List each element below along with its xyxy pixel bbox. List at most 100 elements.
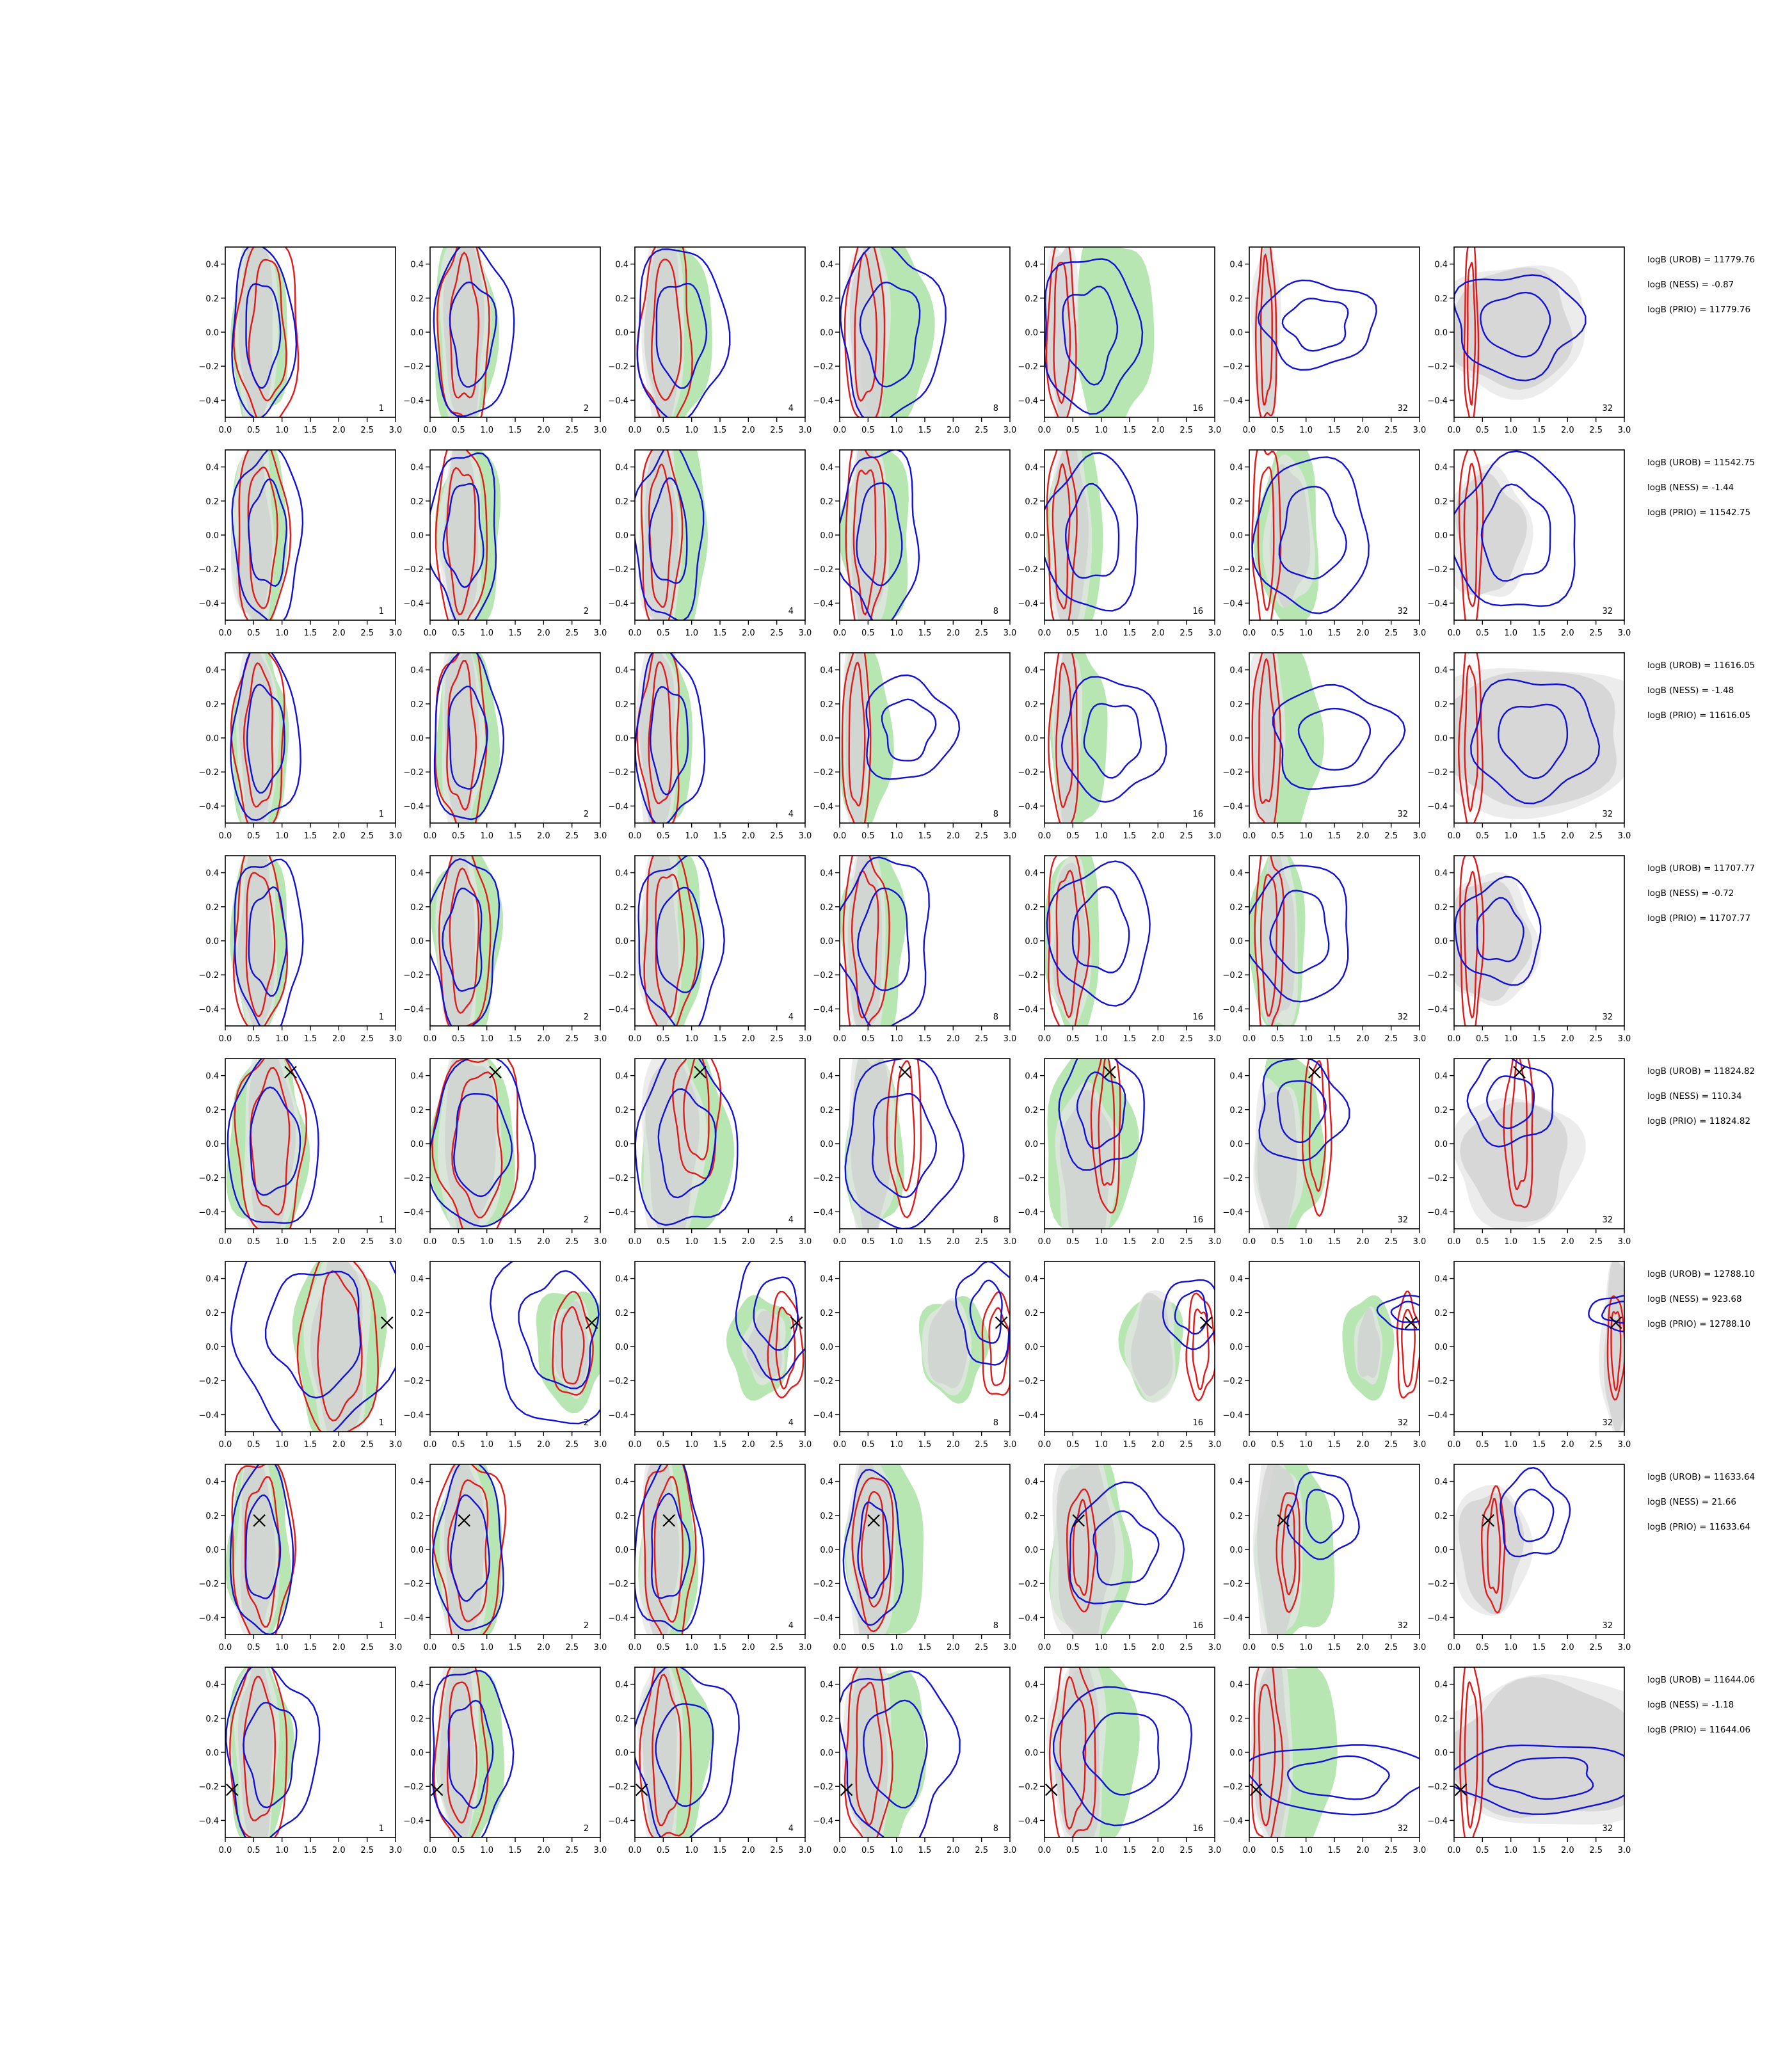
- blue-contour-outer: [840, 856, 930, 1026]
- red-contour-outer: [433, 1667, 489, 1837]
- y-tick-label: −0.2: [1222, 971, 1243, 980]
- x-tick-label: 0.5: [861, 1034, 875, 1044]
- y-tick-label: 0.4: [615, 463, 628, 473]
- x-tick-label: 2.0: [742, 831, 755, 841]
- x-tick-label: 1.0: [1504, 1237, 1517, 1247]
- x-tick-label: 3.0: [389, 1440, 403, 1450]
- y-tick-label: 0.4: [1434, 1681, 1448, 1690]
- y-tick-label: 0.2: [410, 903, 424, 913]
- y-tick-label: 0.2: [1434, 903, 1448, 913]
- y-tick-label: 0.0: [615, 531, 628, 541]
- red-contour-inner: [1257, 466, 1275, 611]
- truth-marker: [1404, 1316, 1418, 1329]
- blue-contour-outer: [1466, 1059, 1554, 1148]
- blue-contour-inner: [650, 686, 689, 796]
- y-tick-label: 0.0: [205, 1546, 219, 1555]
- y-tick-label: 0.0: [410, 1343, 424, 1352]
- panel-label: 2: [584, 607, 589, 616]
- x-tick-label: 2.0: [947, 1440, 960, 1450]
- x-tick-label: 2.0: [1561, 1440, 1574, 1450]
- panel-label: 32: [1397, 404, 1408, 413]
- blue-contour-outer: [1251, 456, 1370, 614]
- x-tick-label: 2.0: [1561, 1643, 1574, 1652]
- gray-region-inner: [1455, 472, 1528, 596]
- x-tick-label: 0.0: [1243, 1643, 1256, 1652]
- x-tick-label: 2.0: [1561, 1237, 1574, 1247]
- y-tick-label: 0.4: [1025, 1478, 1038, 1487]
- blue-contour-inner: [648, 477, 688, 584]
- x-tick-label: 2.5: [360, 1440, 374, 1450]
- x-tick-label: 1.5: [918, 628, 932, 638]
- gray-region-inner: [639, 653, 675, 823]
- x-tick-label: 2.0: [947, 1237, 960, 1247]
- y-tick-label: 0.0: [410, 1748, 424, 1758]
- x-tick-label: 1.5: [304, 831, 317, 841]
- subplot-r4-c7: 0.0 0.5 1.0 1.5 2.0 2.5 3.0 −0.4 −0.2 0.0 0.2 0.4 32: [1427, 855, 1631, 1044]
- y-tick-label: 0.2: [615, 1309, 628, 1318]
- x-tick-label: 1.5: [1123, 628, 1137, 638]
- y-tick-label: 0.0: [1025, 1343, 1038, 1352]
- x-tick-label: 0.0: [628, 1846, 642, 1855]
- x-tick-label: 2.5: [770, 1440, 783, 1450]
- y-tick-label: 0.2: [615, 1512, 628, 1521]
- y-tick-label: 0.2: [205, 1309, 219, 1318]
- plot-area: [1044, 247, 1155, 417]
- x-tick-label: 3.0: [594, 1034, 607, 1044]
- logb-annotation: logB (PRIO) = 11542.75: [1647, 508, 1750, 518]
- truth-marker: [694, 1066, 707, 1079]
- y-tick-label: −0.2: [608, 1377, 628, 1386]
- red-contour-outer: [1046, 450, 1078, 620]
- panel-label: 2: [584, 1824, 589, 1834]
- y-tick-label: 0.4: [1229, 666, 1243, 676]
- subplot-r7-c7: 0.0 0.5 1.0 1.5 2.0 2.5 3.0 −0.4 −0.2 0.0 0.2 0.4 32: [1427, 1464, 1631, 1652]
- blue-contour-outer: [1046, 860, 1151, 1007]
- y-tick-label: −0.2: [813, 971, 833, 980]
- gray-region-inner: [642, 1667, 677, 1837]
- red-contour-outer: [672, 1059, 722, 1180]
- blue-contour-inner: [449, 1494, 490, 1602]
- blue-contour-outer: [1162, 1279, 1215, 1350]
- blue-contour-outer: [635, 450, 705, 620]
- blue-contour-inner: [1498, 703, 1569, 780]
- blue-contour-outer: [229, 1464, 294, 1635]
- y-tick-label: −0.2: [403, 1782, 424, 1792]
- y-tick-label: 0.4: [205, 869, 219, 879]
- x-tick-label: 2.0: [742, 1440, 755, 1450]
- x-tick-label: 3.0: [1004, 628, 1017, 638]
- x-tick-label: 0.5: [1476, 628, 1489, 638]
- subplot-r4-c1: 0.0 0.5 1.0 1.5 2.0 2.5 3.0 −0.4 −0.2 0.0 0.2 0.4 1: [198, 855, 402, 1044]
- x-tick-label: 0.5: [452, 1440, 465, 1450]
- red-contour-inner: [1401, 1308, 1416, 1388]
- y-tick-label: 0.0: [820, 1343, 833, 1352]
- y-tick-label: 0.4: [1229, 1681, 1243, 1690]
- x-tick-label: 0.0: [833, 426, 847, 435]
- plot-area: [1454, 450, 1576, 620]
- gray-region-inner: [1454, 267, 1573, 390]
- y-tick-label: −0.4: [813, 802, 833, 812]
- red-contour-inner: [1486, 1498, 1501, 1594]
- y-tick-label: −0.4: [813, 1411, 833, 1420]
- x-tick-label: 0.0: [833, 1034, 847, 1044]
- subplot-r4-c2: 0.0 0.5 1.0 1.5 2.0 2.5 3.0 −0.4 −0.2 0.0 0.2 0.4 2: [403, 855, 607, 1044]
- plot-area: [844, 1059, 965, 1229]
- red-contour-outer: [1251, 1667, 1284, 1837]
- y-tick-label: 0.2: [1434, 700, 1448, 710]
- x-tick-label: 3.0: [594, 1440, 607, 1450]
- subplot-r6-c1: 0.0 0.5 1.0 1.5 2.0 2.5 3.0 −0.4 −0.2 0.0 0.2 0.4 1: [198, 1261, 403, 1450]
- x-tick-label: 0.0: [219, 628, 232, 638]
- x-tick-label: 1.0: [1094, 1237, 1108, 1247]
- red-contour-inner: [446, 467, 476, 616]
- subplot-r7-c3: 0.0 0.5 1.0 1.5 2.0 2.5 3.0 −0.4 −0.2 0.0 0.2 0.4 4: [608, 1464, 812, 1652]
- red-contour-inner: [245, 872, 276, 1018]
- truth-marker: [1609, 1316, 1622, 1329]
- red-contour-outer: [842, 856, 890, 1026]
- x-tick-label: 2.5: [360, 1034, 374, 1044]
- panel-label: 8: [993, 1418, 998, 1428]
- x-tick-label: 2.5: [1589, 1440, 1603, 1450]
- truth-marker: [1277, 1514, 1290, 1527]
- y-tick-label: −0.2: [813, 768, 833, 778]
- gray-region-inner: [240, 1464, 276, 1635]
- panel-label: 4: [788, 1012, 794, 1022]
- y-tick-label: 0.2: [1025, 497, 1038, 507]
- blue-contour-inner: [1305, 1489, 1345, 1544]
